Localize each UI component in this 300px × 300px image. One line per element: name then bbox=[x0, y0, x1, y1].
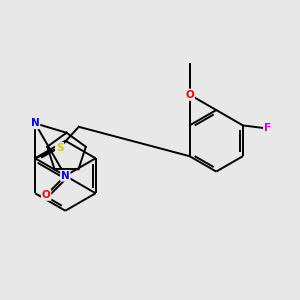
Text: O: O bbox=[185, 90, 194, 100]
Text: O: O bbox=[42, 190, 50, 200]
Text: N: N bbox=[61, 171, 70, 181]
Text: S: S bbox=[56, 143, 63, 153]
Text: O: O bbox=[185, 90, 194, 100]
Text: F: F bbox=[264, 124, 271, 134]
Text: N: N bbox=[31, 118, 39, 128]
